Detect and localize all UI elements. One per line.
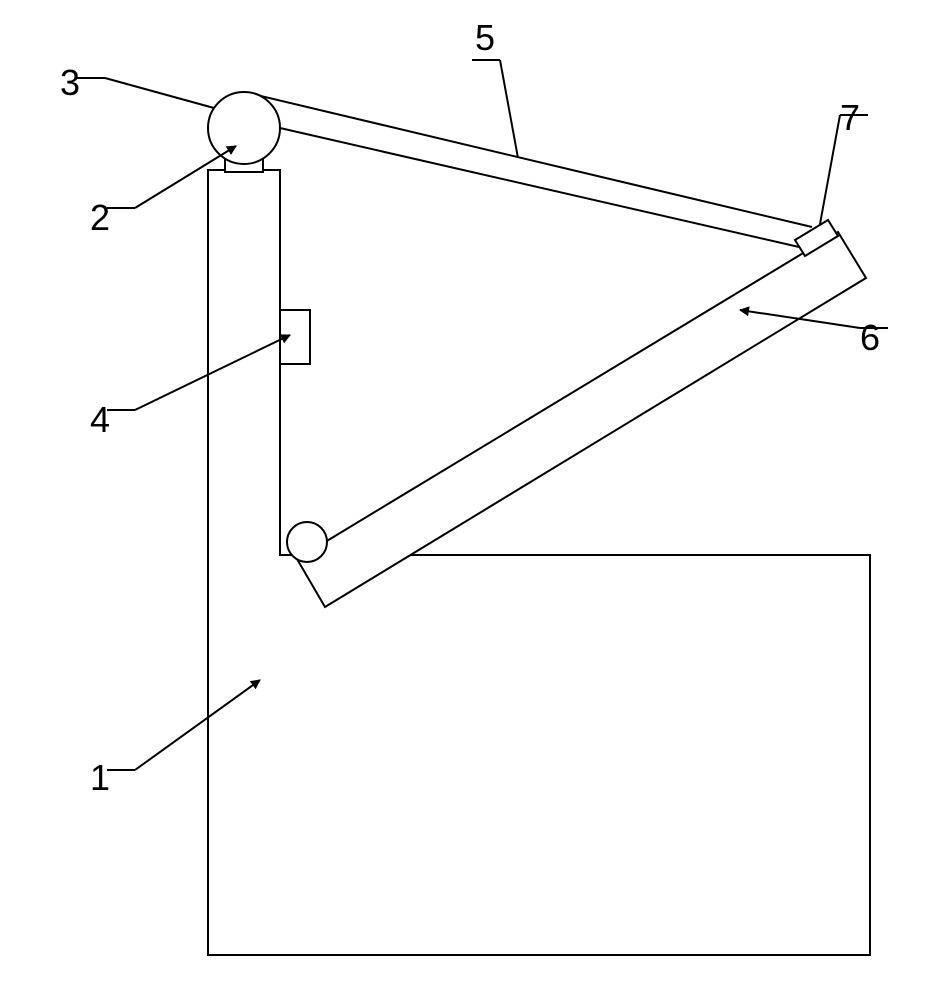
callout-label-3: 3: [60, 62, 80, 103]
diagram-canvas: 1 2 3 4 5 6 7: [0, 0, 928, 1000]
hinge-ball: [287, 522, 327, 562]
callout-leader-3: [105, 78, 214, 108]
callout-label-1: 1: [90, 757, 110, 798]
lift-arm: [297, 232, 866, 607]
rope-lower: [280, 128, 812, 250]
callout-leader-7: [820, 115, 840, 224]
pulley-wheel: [208, 92, 280, 164]
callout-leader-5: [500, 60, 518, 158]
callout-label-6: 6: [860, 317, 880, 358]
callout-label-7: 7: [840, 97, 860, 138]
callout-label-2: 2: [90, 197, 110, 238]
rope-upper: [244, 92, 812, 227]
callout-label-5: 5: [475, 17, 495, 58]
callout-label-4: 4: [90, 399, 110, 440]
